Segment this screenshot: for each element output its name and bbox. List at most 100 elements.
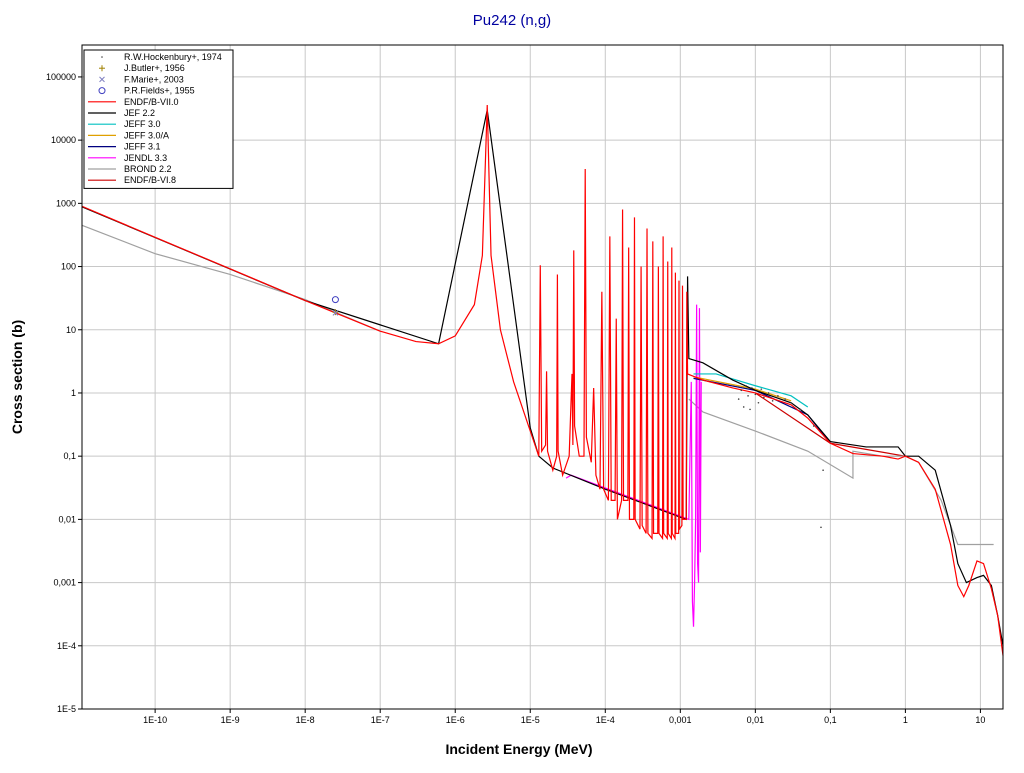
marker (742, 406, 745, 408)
dot (760, 388, 763, 390)
x-tick-label: 10 (975, 715, 985, 725)
y-tick-label: 100 (61, 262, 76, 272)
x-tick-label: 1 (903, 715, 908, 725)
marker (777, 395, 779, 397)
marker (754, 393, 757, 396)
x-tick-label: 1E-10 (143, 715, 167, 725)
x-tick-label: 0,001 (669, 715, 692, 725)
marker (767, 392, 770, 394)
dot (740, 389, 743, 392)
legend-label: BROND 2.2 (124, 164, 172, 174)
legend-label: JENDL 3.3 (124, 153, 167, 163)
marker (812, 425, 815, 427)
marker (99, 65, 105, 72)
legend-label: ENDF/B-VI.8 (124, 175, 176, 185)
x-tick-label: 1E-5 (521, 715, 540, 725)
marker (790, 401, 792, 404)
marker (101, 56, 103, 58)
grid: 1E-10 1E-9 1E-8 1E-7 1E-6 1E-5 1E-4 0,001 0,01 0,… (46, 45, 1003, 725)
dot (751, 387, 753, 389)
y-tick-label: 10 (66, 325, 76, 335)
y-tick-label: 0,001 (53, 578, 76, 588)
marker (332, 310, 339, 316)
y-tick-label: 1E-4 (57, 641, 76, 651)
marker (757, 401, 760, 404)
legend-label: F.Marie+, 2003 (124, 74, 184, 84)
dot (771, 400, 774, 402)
y-tick-label: 1 (71, 388, 76, 398)
circle (331, 296, 339, 304)
marker (822, 469, 824, 471)
marker (740, 389, 743, 392)
dot (747, 395, 749, 397)
marker (737, 398, 740, 400)
dot (754, 393, 757, 396)
marker (99, 76, 105, 83)
marker (751, 387, 753, 389)
dot (745, 384, 747, 387)
circle (98, 87, 106, 95)
marker (332, 309, 339, 316)
y-tick-label: 10000 (51, 135, 76, 145)
marker (331, 296, 339, 304)
dot (820, 526, 822, 529)
legend-label: ENDF/B-VII.0 (124, 97, 179, 107)
legend-label: J.Butler+, 1956 (124, 63, 185, 73)
marker (820, 526, 822, 529)
dot (737, 398, 740, 400)
dot (784, 398, 786, 400)
series-line (693, 373, 809, 408)
x-tick-label: 0,1 (824, 715, 837, 725)
marker (749, 408, 751, 411)
legend-label: JEF 2.2 (124, 108, 155, 118)
marker (98, 87, 106, 95)
dot (757, 401, 760, 404)
marker (747, 395, 749, 397)
y-tick-label: 100000 (46, 72, 76, 82)
marker (784, 398, 786, 400)
dot (767, 392, 770, 394)
plot-frame (81, 44, 1004, 710)
x-tick-label: 1E-9 (221, 715, 240, 725)
chart-title: Pu242 (n,g) (473, 12, 551, 29)
series-line (565, 304, 702, 627)
legend-label: JEFF 3.1 (124, 142, 161, 152)
dot (777, 395, 779, 397)
series-line (81, 104, 1004, 656)
marker (799, 408, 802, 411)
legend-label: JEFF 3.0 (124, 119, 161, 129)
marker (745, 384, 747, 387)
dot (749, 408, 751, 411)
cross-b (332, 310, 339, 316)
y-tick-label: 0,1 (63, 451, 76, 461)
legend-label: R.W.Hockenbury+, 1974 (124, 52, 222, 62)
dot (742, 406, 745, 408)
marker (760, 388, 763, 390)
dot (812, 425, 815, 427)
dot (790, 401, 792, 404)
marker (771, 400, 774, 402)
x-tick-label: 1E-4 (596, 715, 615, 725)
dot (822, 469, 824, 471)
legend-label: JEFF 3.0/A (124, 130, 169, 140)
x-tick-label: 1E-6 (446, 715, 465, 725)
cross-b (99, 76, 105, 83)
x-axis-label: Incident Energy (MeV) (445, 741, 592, 757)
y-axis-label: Cross section (b) (9, 320, 25, 434)
plot-area (81, 104, 1004, 656)
marker (763, 396, 765, 399)
y-tick-label: 1E-5 (57, 704, 76, 714)
dot (101, 56, 103, 58)
x-tick-label: 1E-8 (296, 715, 315, 725)
legend-label: P.R.Fields+, 1955 (124, 86, 195, 96)
x-tick-label: 0,01 (747, 715, 765, 725)
series-line (693, 376, 792, 402)
y-tick-label: 1000 (56, 198, 76, 208)
dot (799, 408, 802, 411)
dot (763, 396, 765, 399)
legend-box (83, 49, 234, 189)
y-tick-label: 0,01 (58, 514, 76, 524)
x-tick-label: 1E-7 (371, 715, 390, 725)
